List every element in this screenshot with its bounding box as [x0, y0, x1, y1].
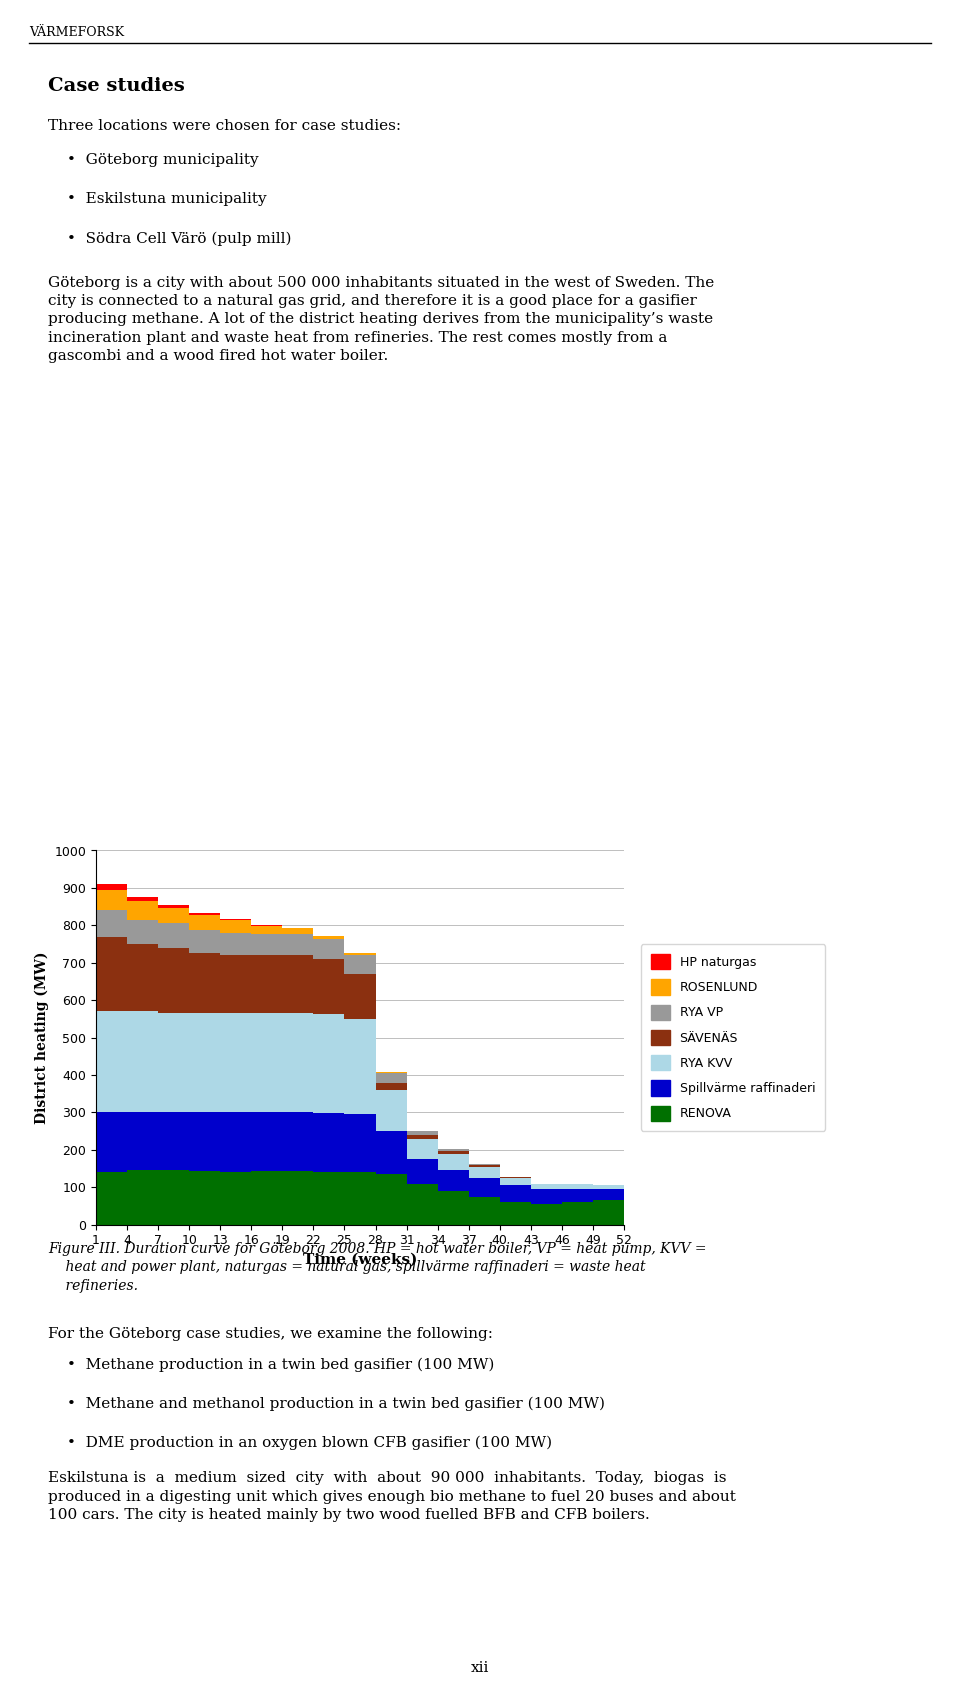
Text: Göteborg is a city with about 500 000 inhabitants situated in the west of Sweden: Göteborg is a city with about 500 000 in… [48, 276, 714, 362]
Text: •  DME production in an oxygen blown CFB gasifier (100 MW): • DME production in an oxygen blown CFB … [67, 1436, 552, 1449]
Text: •  Methane and methanol production in a twin bed gasifier (100 MW): • Methane and methanol production in a t… [67, 1397, 605, 1410]
Text: Eskilstuna is  a  medium  sized  city  with  about  90 000  inhabitants.  Today,: Eskilstuna is a medium sized city with a… [48, 1471, 736, 1522]
Text: Three locations were chosen for case studies:: Three locations were chosen for case stu… [48, 119, 401, 133]
Text: For the Göteborg case studies, we examine the following:: For the Göteborg case studies, we examin… [48, 1327, 493, 1340]
Text: VÄRMEFORSK: VÄRMEFORSK [29, 26, 124, 39]
Text: Figure III. Duration curve for Göteborg 2008. HP = hot water boiler, VP = heat p: Figure III. Duration curve for Göteborg … [48, 1242, 707, 1293]
Text: xii: xii [470, 1662, 490, 1675]
Text: •  Methane production in a twin bed gasifier (100 MW): • Methane production in a twin bed gasif… [67, 1357, 494, 1371]
X-axis label: Time (weeks): Time (weeks) [302, 1254, 418, 1267]
Text: Case studies: Case studies [48, 77, 184, 95]
Text: •  Göteborg municipality: • Göteborg municipality [67, 153, 259, 167]
Text: •  Eskilstuna municipality: • Eskilstuna municipality [67, 192, 267, 206]
Legend: HP naturgas, ROSENLUND, RYA VP, SÄVENÄS, RYA KVV, Spillvärme raffinaderi, RENOVA: HP naturgas, ROSENLUND, RYA VP, SÄVENÄS,… [641, 944, 826, 1131]
Y-axis label: District heating (MW): District heating (MW) [35, 951, 49, 1124]
Text: •  Södra Cell Värö (pulp mill): • Södra Cell Värö (pulp mill) [67, 231, 292, 245]
